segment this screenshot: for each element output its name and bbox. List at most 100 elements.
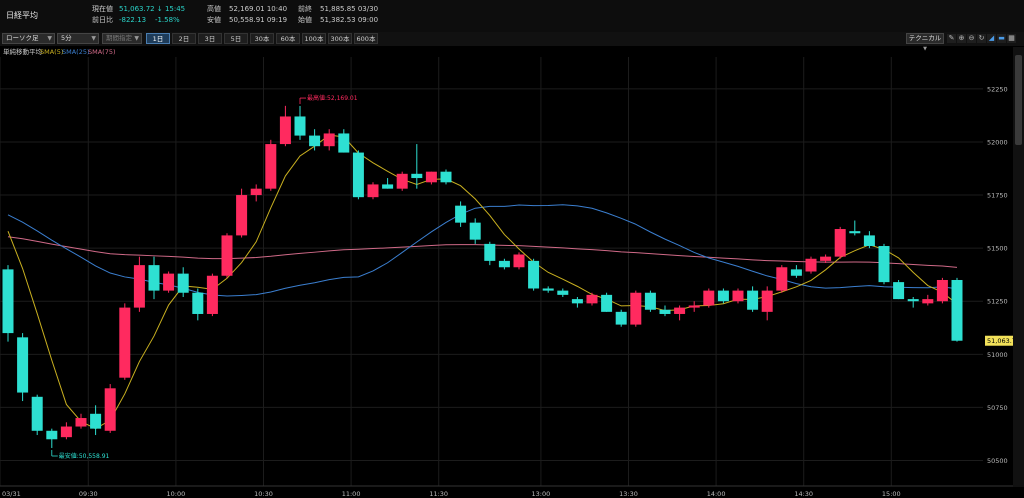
candle-body	[893, 282, 905, 300]
x-tick-label: 10:30	[254, 490, 273, 498]
candle-body	[279, 116, 291, 145]
timeframe-8[interactable]: 600本	[354, 33, 378, 44]
candle-body	[133, 265, 145, 308]
candle-body	[338, 133, 350, 153]
candle-body	[747, 290, 759, 310]
chart-type-value: ローソク足	[6, 34, 39, 42]
candle-body	[17, 337, 29, 393]
high-label: 高値	[207, 5, 221, 13]
candle-body	[586, 294, 598, 304]
candle-body	[90, 413, 102, 429]
change-label: 前日比	[92, 16, 113, 24]
candle-body	[907, 299, 919, 302]
candle-body	[688, 305, 700, 308]
y-tick-label: 50750	[987, 404, 1008, 412]
line-chart-icon[interactable]: ◢	[987, 34, 996, 43]
candle-body	[615, 311, 627, 325]
open-value: 51,382.53 09:00	[320, 16, 379, 24]
candle-body	[425, 171, 437, 183]
x-tick-label: 14:00	[707, 490, 726, 498]
candle-body	[644, 292, 656, 310]
candle-body	[659, 309, 671, 314]
timeframe-4[interactable]: 30本	[250, 33, 274, 44]
x-tick-label: 14:30	[794, 490, 813, 498]
x-tick-label: 13:30	[619, 490, 638, 498]
timeframe-6[interactable]: 100本	[302, 33, 326, 44]
open-label: 始値	[298, 16, 312, 24]
timeframe-7[interactable]: 300本	[328, 33, 352, 44]
candle-body	[309, 135, 321, 147]
technical-button[interactable]: テクニカル ▼	[906, 33, 944, 52]
candle-body	[119, 307, 131, 378]
current-price-value: 51,063.72 ↓ 15:45	[119, 5, 186, 13]
period-placeholder: 期間指定	[106, 34, 132, 42]
candle-body	[761, 290, 773, 312]
refresh-icon[interactable]: ↻	[977, 34, 986, 43]
candle-body	[703, 290, 715, 306]
legend-sma75: SMA(75)	[88, 48, 116, 56]
x-tick-label: 09:30	[79, 490, 98, 498]
candle-body	[352, 152, 364, 198]
candle-body	[717, 290, 729, 302]
candle-body	[236, 195, 248, 236]
candlestick-chart[interactable]: 50500 50750 51000 51250 51500 51750 52000 52250…	[0, 57, 1013, 498]
candle-body	[805, 258, 817, 272]
candle-body	[469, 222, 481, 240]
x-tick-label: 15:00	[882, 490, 901, 498]
timeframe-3[interactable]: 5日	[224, 33, 248, 44]
low-value: 50,558.91 09:19	[229, 16, 288, 24]
candle-body	[601, 294, 613, 312]
candle-body	[732, 290, 744, 302]
candle-body	[834, 229, 846, 257]
sma5-line	[7, 134, 958, 430]
candle-body	[206, 275, 218, 314]
candle-body	[440, 171, 452, 183]
timeframe-0[interactable]: 1日	[146, 33, 170, 44]
candle-body	[498, 260, 510, 268]
candle-body	[104, 388, 116, 431]
candle-body	[192, 292, 204, 314]
chart-scrollbar[interactable]	[1013, 47, 1024, 487]
candle-body	[922, 299, 934, 304]
candle-body	[513, 254, 525, 268]
change-amount: -822.13	[119, 16, 147, 24]
candle-body	[776, 267, 788, 291]
zoom-out-icon[interactable]: ⊖	[967, 34, 976, 43]
low-label: 安値	[207, 16, 221, 24]
candle-body	[528, 260, 540, 289]
candle-body	[31, 396, 43, 431]
candle-body	[936, 279, 948, 302]
y-tick-label: 52250	[987, 85, 1008, 93]
quote-header: 日経平均 現在値 51,063.72 ↓ 15:45 前日比 -822.13 -…	[0, 0, 1024, 32]
y-tick-label: 50500	[987, 457, 1008, 465]
candle-body	[2, 269, 14, 334]
prev-close-label: 前終	[298, 5, 312, 13]
candle-body	[455, 205, 467, 223]
bar-style-icon[interactable]: ▬	[997, 34, 1006, 43]
y-tick-label: 51750	[987, 192, 1008, 200]
symbol-name: 日経平均	[6, 11, 38, 20]
zoom-in-icon[interactable]: ⊕	[957, 34, 966, 43]
timeframe-5[interactable]: 60本	[276, 33, 300, 44]
x-tick-label: 13:00	[532, 490, 551, 498]
period-select[interactable]: 期間指定 ▼	[102, 33, 142, 44]
candle-body	[148, 265, 160, 291]
y-tick-label: 52000	[987, 138, 1008, 146]
x-tick-label: 10:00	[167, 490, 186, 498]
timeframe-1[interactable]: 2日	[172, 33, 196, 44]
candle-body	[177, 273, 189, 293]
candle-body	[367, 184, 379, 198]
interval-select[interactable]: 5分 ▼	[57, 33, 99, 44]
candle-body	[484, 243, 496, 261]
y-tick-label: 51250	[987, 298, 1008, 306]
candle-body	[323, 133, 335, 147]
grid-icon[interactable]: ▦	[1007, 34, 1016, 43]
last-price-label: 51,063.72	[987, 337, 1013, 345]
scroll-thumb[interactable]	[1015, 55, 1022, 145]
chart-toolbar: ローソク足 ▼ 5分 ▼ 期間指定 ▼ 1日 2日 3日 5日 30本 60本 100本 30…	[0, 32, 1024, 52]
timeframe-2[interactable]: 3日	[198, 33, 222, 44]
pencil-icon[interactable]: ✎	[947, 34, 956, 43]
chart-type-select[interactable]: ローソク足 ▼	[2, 33, 55, 44]
last-price-tag	[985, 335, 1013, 346]
candle-body	[396, 173, 408, 189]
